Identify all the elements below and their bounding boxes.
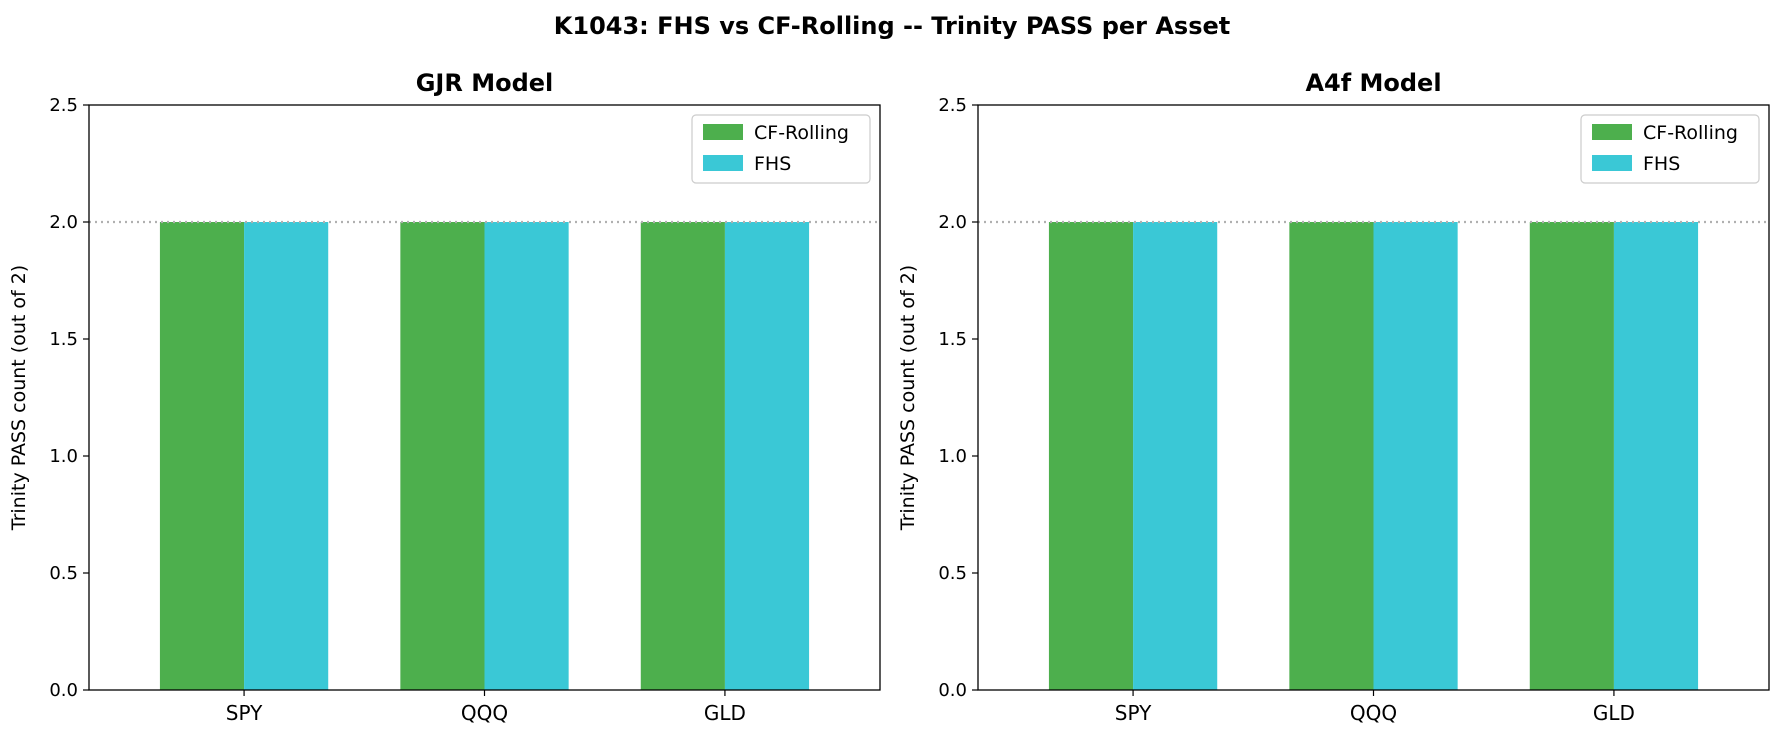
x-tick-label: SPY: [226, 701, 263, 725]
legend-label: CF-Rolling: [754, 122, 849, 144]
bar-cf-rolling-spy: [159, 222, 245, 690]
legend: CF-Rolling FHS: [691, 114, 871, 184]
y-axis-label: Trinity PASS count (out of 2): [897, 265, 919, 531]
legend: CF-Rolling FHS: [1580, 114, 1760, 184]
legend-swatch: [703, 124, 743, 140]
bar-fhs-qqq: [1373, 222, 1458, 690]
x-tick-label: SPY: [1115, 701, 1152, 725]
panel-title: A4f Model: [1305, 69, 1441, 97]
bar-cf-rolling-gld: [640, 222, 725, 690]
x-tick-label: QQQ: [1350, 701, 1397, 725]
legend-swatch: [1592, 155, 1632, 171]
bar-cf-rolling-qqq: [1289, 222, 1374, 690]
legend-swatch: [703, 155, 743, 171]
bar-fhs-spy: [244, 222, 329, 690]
y-tick-label: 2.5: [49, 95, 78, 116]
bar-fhs-gld: [1613, 222, 1699, 690]
y-tick-label: 0.5: [49, 563, 78, 584]
y-tick-label: 1.0: [49, 446, 78, 467]
figure-title: K1043: FHS vs CF-Rolling -- Trinity PASS…: [554, 12, 1230, 40]
y-tick-label: 0.0: [49, 680, 78, 701]
bar-fhs-spy: [1133, 222, 1218, 690]
bar-fhs-gld: [724, 222, 810, 690]
panel-title: GJR Model: [416, 69, 554, 97]
y-tick-label: 2.5: [938, 95, 967, 116]
bar-cf-rolling-qqq: [400, 222, 485, 690]
y-axis-label: Trinity PASS count (out of 2): [8, 265, 30, 531]
chart-panel-1: GJR Model 0.0 0.5 1.0 1.5 2.0 2.5 SPY QQQ GLD Trin…: [8, 69, 881, 725]
bar-cf-rolling-spy: [1048, 222, 1134, 690]
x-tick-label: GLD: [704, 701, 746, 725]
y-tick-label: 1.0: [938, 446, 967, 467]
legend-swatch: [1592, 124, 1632, 140]
y-tick-label: 1.5: [938, 329, 967, 350]
legend-label: FHS: [754, 153, 791, 175]
legend-label: FHS: [1643, 153, 1680, 175]
chart-panel-2: A4f Model 0.0 0.5 1.0 1.5 2.0 2.5 SPY QQQ GLD Trin…: [897, 69, 1770, 725]
bar-cf-rolling-gld: [1529, 222, 1614, 690]
y-tick-label: 0.0: [938, 680, 967, 701]
y-tick-label: 2.0: [49, 212, 78, 233]
legend-label: CF-Rolling: [1643, 122, 1738, 144]
y-tick-label: 1.5: [49, 329, 78, 350]
x-tick-label: QQQ: [461, 701, 508, 725]
bar-fhs-qqq: [484, 222, 569, 690]
y-tick-label: 2.0: [938, 212, 967, 233]
y-tick-label: 0.5: [938, 563, 967, 584]
x-tick-label: GLD: [1593, 701, 1635, 725]
